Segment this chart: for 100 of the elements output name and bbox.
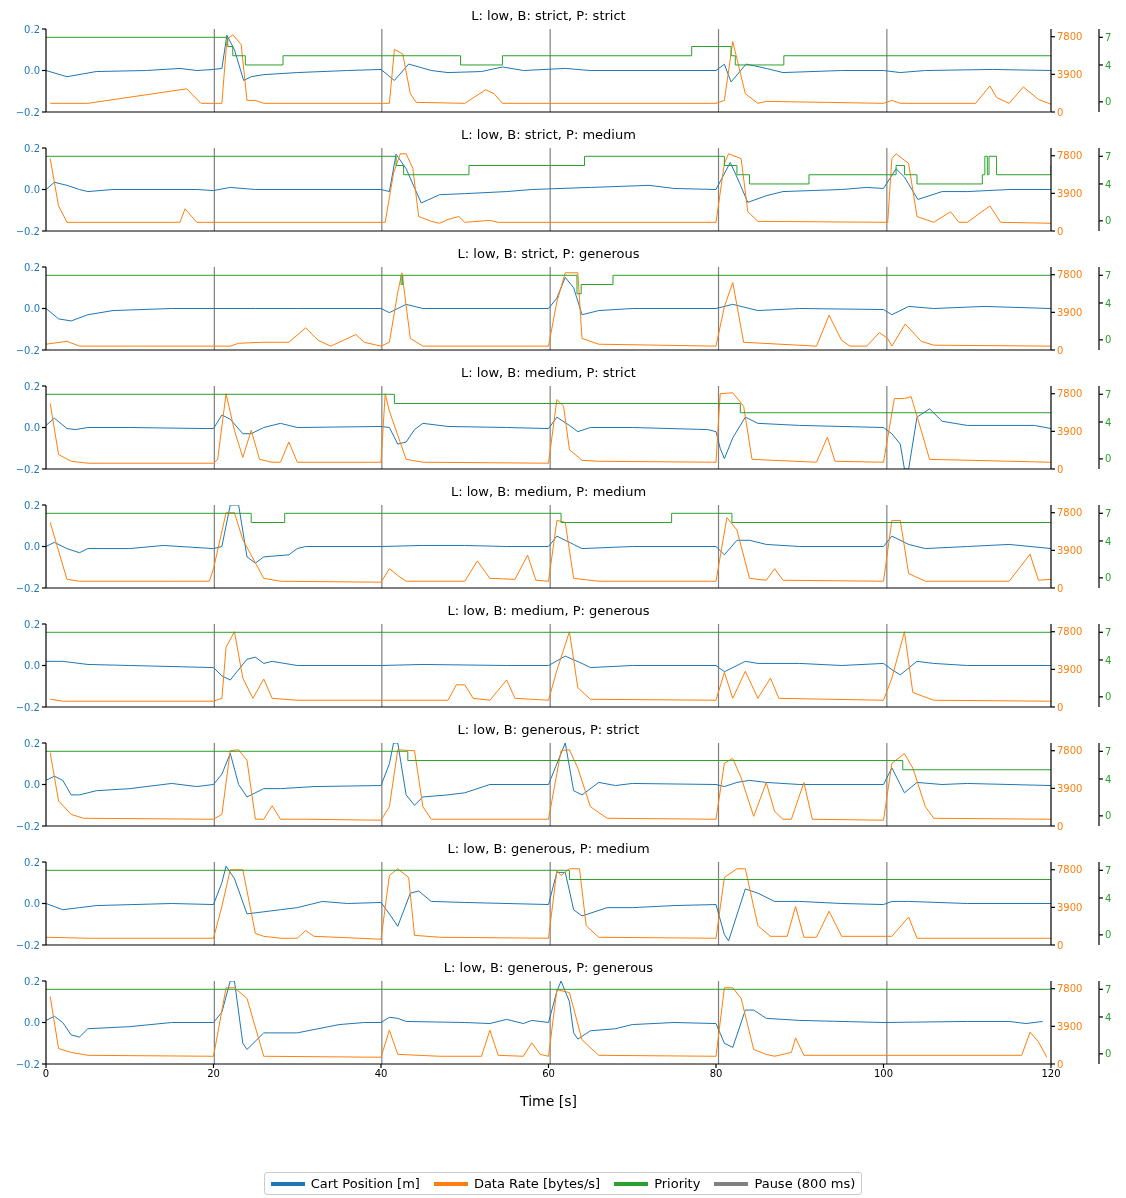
x-tick-label: 40 (374, 1068, 388, 1080)
y2-tick-label: 0 (1057, 463, 1064, 475)
y3-tick-label: 4 (1105, 535, 1112, 547)
y3-tick-label: 4 (1105, 297, 1112, 309)
chart-title: L: low, B: strict, P: medium (460, 126, 637, 144)
chart-title: L: low, B: medium, P: strict (460, 364, 637, 382)
y2-tick-label: 7800 (1057, 388, 1083, 400)
y-tick-label: 0.0 (24, 184, 40, 196)
y-tick-label: −0.2 (15, 1058, 40, 1070)
y-tick-label: 0.2 (24, 380, 40, 392)
y-tick-label: 0.2 (24, 737, 40, 749)
y2-tick-label: 7800 (1057, 507, 1083, 519)
y3-tick-label: 0 (1105, 215, 1112, 227)
y3-tick-label: 7 (1105, 507, 1112, 519)
x-tick-label: 20 (207, 1068, 220, 1080)
y-tick-label: 0.2 (24, 499, 40, 511)
y3-tick-label: 0 (1105, 929, 1112, 941)
y2-tick-label: 0 (1057, 1058, 1064, 1070)
y-tick-label: −0.2 (15, 820, 40, 832)
y3-tick-label: 0 (1105, 334, 1112, 346)
y3-tick-label: 7 (1105, 150, 1112, 162)
y3-tick-label: 7 (1105, 388, 1112, 400)
y-tick-label: −0.2 (15, 344, 40, 356)
y2-tick-label: 0 (1057, 344, 1064, 356)
y2-tick-label: 7800 (1057, 864, 1083, 876)
y2-tick-label: 7800 (1057, 269, 1083, 281)
y-tick-label: 0.0 (24, 303, 40, 315)
chart-title: L: low, B: strict, P: strict (470, 7, 627, 25)
x-tick-label: 60 (542, 1068, 555, 1080)
legend-label: Data Rate [bytes/s] (473, 1176, 601, 1191)
y3-tick-label: 0 (1105, 1048, 1112, 1060)
y2-tick-label: 3900 (1057, 782, 1083, 794)
y-tick-label: 0.2 (24, 142, 40, 154)
y3-tick-label: 4 (1105, 416, 1112, 428)
legend-label: Priority (654, 1176, 701, 1191)
chart-title: L: low, B: medium, P: medium (449, 483, 648, 501)
y2-tick-label: 3900 (1057, 68, 1083, 80)
y3-tick-label: 4 (1105, 773, 1112, 785)
y3-tick-label: 7 (1105, 983, 1112, 995)
y-tick-label: −0.2 (15, 582, 40, 594)
y-tick-label: 0.2 (24, 261, 40, 273)
y3-tick-label: 4 (1105, 59, 1112, 71)
x-tick-label: 0 (42, 1068, 50, 1080)
y3-tick-label: 0 (1105, 453, 1112, 465)
y-tick-label: −0.2 (15, 463, 40, 475)
y2-tick-label: 7800 (1057, 626, 1083, 638)
y2-tick-label: 3900 (1057, 187, 1083, 199)
chart-title: L: low, B: generous, P: generous (442, 959, 655, 977)
y-tick-label: 0.2 (24, 618, 40, 630)
y3-tick-label: 7 (1105, 626, 1112, 638)
y2-tick-label: 7800 (1057, 31, 1083, 43)
y-tick-label: 0.2 (24, 23, 40, 35)
legend-label: Cart Position [m] (310, 1176, 420, 1191)
y-tick-label: 0.2 (24, 975, 40, 987)
y-tick-label: −0.2 (15, 106, 40, 118)
y3-tick-label: 0 (1105, 691, 1112, 703)
y-tick-label: −0.2 (15, 225, 40, 237)
y3-tick-label: 7 (1105, 269, 1112, 281)
y-tick-label: 0.0 (24, 422, 40, 434)
y2-tick-label: 0 (1057, 820, 1064, 832)
y-tick-label: 0.0 (24, 898, 40, 910)
y3-tick-label: 4 (1105, 654, 1112, 666)
legend-label: Pause (800 ms) (754, 1176, 856, 1191)
x-tick-label: 100 (873, 1068, 894, 1080)
x-axis-title: Time [s] (519, 1093, 577, 1109)
y2-tick-label: 7800 (1057, 150, 1083, 162)
y2-tick-label: 3900 (1057, 306, 1083, 318)
y2-tick-label: 3900 (1057, 901, 1083, 913)
y3-tick-label: 0 (1105, 96, 1112, 108)
y2-tick-label: 0 (1057, 225, 1064, 237)
y3-tick-label: 7 (1105, 31, 1112, 43)
y3-tick-label: 7 (1105, 745, 1112, 757)
chart-title: L: low, B: medium, P: generous (446, 602, 651, 620)
y-tick-label: 0.2 (24, 856, 40, 868)
y3-tick-label: 7 (1105, 864, 1112, 876)
y2-tick-label: 3900 (1057, 663, 1083, 675)
y3-tick-label: 0 (1105, 572, 1112, 584)
chart-title: L: low, B: generous, P: medium (446, 840, 651, 858)
x-tick-label: 120 (1041, 1068, 1061, 1080)
y2-tick-label: 0 (1057, 939, 1064, 951)
y3-tick-label: 4 (1105, 178, 1112, 190)
y2-tick-label: 7800 (1057, 983, 1083, 995)
chart-title: L: low, B: strict, P: generous (456, 245, 641, 263)
y-tick-label: 0.0 (24, 660, 40, 672)
y2-tick-label: 7800 (1057, 745, 1083, 757)
y-tick-label: −0.2 (15, 939, 40, 951)
y-tick-label: 0.0 (24, 541, 40, 553)
y2-tick-label: 0 (1057, 106, 1064, 118)
y2-tick-label: 3900 (1057, 544, 1083, 556)
y-tick-label: 0.0 (24, 1017, 40, 1029)
chart-title: L: low, B: generous, P: strict (456, 721, 641, 739)
y2-tick-label: 3900 (1057, 1020, 1083, 1032)
y3-tick-label: 4 (1105, 892, 1112, 904)
y2-tick-label: 0 (1057, 582, 1064, 594)
y3-tick-label: 4 (1105, 1011, 1112, 1023)
y2-tick-label: 0 (1057, 701, 1064, 713)
x-tick-label: 80 (709, 1068, 723, 1080)
y-tick-label: 0.0 (24, 65, 40, 77)
y3-tick-label: 0 (1105, 810, 1112, 822)
y-tick-label: 0.0 (24, 779, 40, 791)
